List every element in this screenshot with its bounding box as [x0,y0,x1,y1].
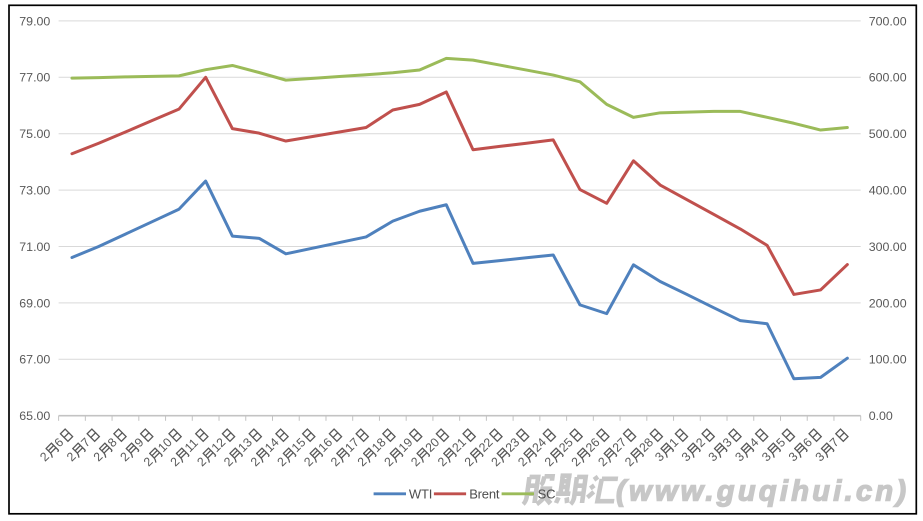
svg-text:SC: SC [538,486,556,501]
svg-text:0.00: 0.00 [869,409,893,423]
svg-text:69.00: 69.00 [19,296,50,310]
svg-text:Brent: Brent [469,486,500,501]
svg-text:600.00: 600.00 [869,71,907,85]
svg-text:200.00: 200.00 [869,296,907,310]
svg-text:71.00: 71.00 [19,240,50,254]
svg-text:700.00: 700.00 [869,14,907,28]
svg-text:77.00: 77.00 [19,71,50,85]
svg-text:79.00: 79.00 [19,14,50,28]
svg-text:75.00: 75.00 [19,127,50,141]
svg-text:67.00: 67.00 [19,353,50,367]
svg-text:65.00: 65.00 [19,409,50,423]
svg-text:73.00: 73.00 [19,184,50,198]
svg-text:100.00: 100.00 [869,353,907,367]
svg-text:300.00: 300.00 [869,240,907,254]
svg-text:400.00: 400.00 [869,184,907,198]
svg-text:500.00: 500.00 [869,127,907,141]
svg-text:WTI: WTI [409,486,432,501]
svg-text:(www.guqihui.cn): (www.guqihui.cn) [616,476,909,508]
